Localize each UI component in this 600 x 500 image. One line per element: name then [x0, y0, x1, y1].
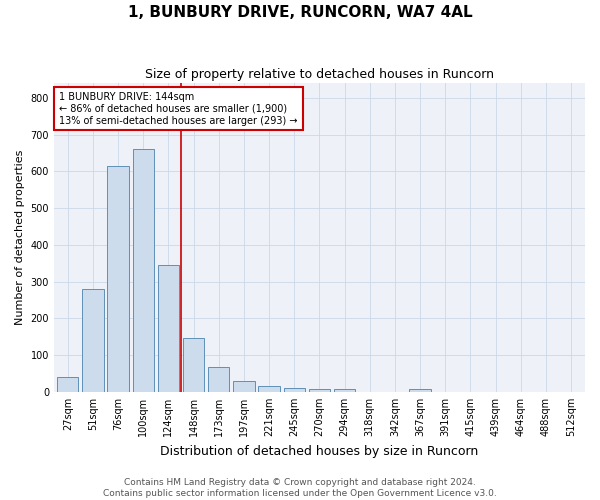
Bar: [82, 289, 104, 392]
Bar: [133, 149, 154, 392]
X-axis label: Distribution of detached houses by size in Runcorn: Distribution of detached houses by size …: [160, 444, 479, 458]
Bar: [309, 389, 330, 392]
Bar: [158, 265, 179, 392]
Bar: [259, 386, 280, 392]
Y-axis label: Number of detached properties: Number of detached properties: [15, 150, 25, 325]
Bar: [334, 390, 355, 392]
Text: Contains HM Land Registry data © Crown copyright and database right 2024.
Contai: Contains HM Land Registry data © Crown c…: [103, 478, 497, 498]
Title: Size of property relative to detached houses in Runcorn: Size of property relative to detached ho…: [145, 68, 494, 80]
Bar: [107, 166, 129, 392]
Text: 1 BUNBURY DRIVE: 144sqm
← 86% of detached houses are smaller (1,900)
13% of semi: 1 BUNBURY DRIVE: 144sqm ← 86% of detache…: [59, 92, 298, 126]
Bar: [233, 381, 254, 392]
Bar: [57, 377, 79, 392]
Text: 1, BUNBURY DRIVE, RUNCORN, WA7 4AL: 1, BUNBURY DRIVE, RUNCORN, WA7 4AL: [128, 5, 472, 20]
Bar: [208, 368, 229, 392]
Bar: [409, 390, 431, 392]
Bar: [284, 388, 305, 392]
Bar: [183, 338, 205, 392]
